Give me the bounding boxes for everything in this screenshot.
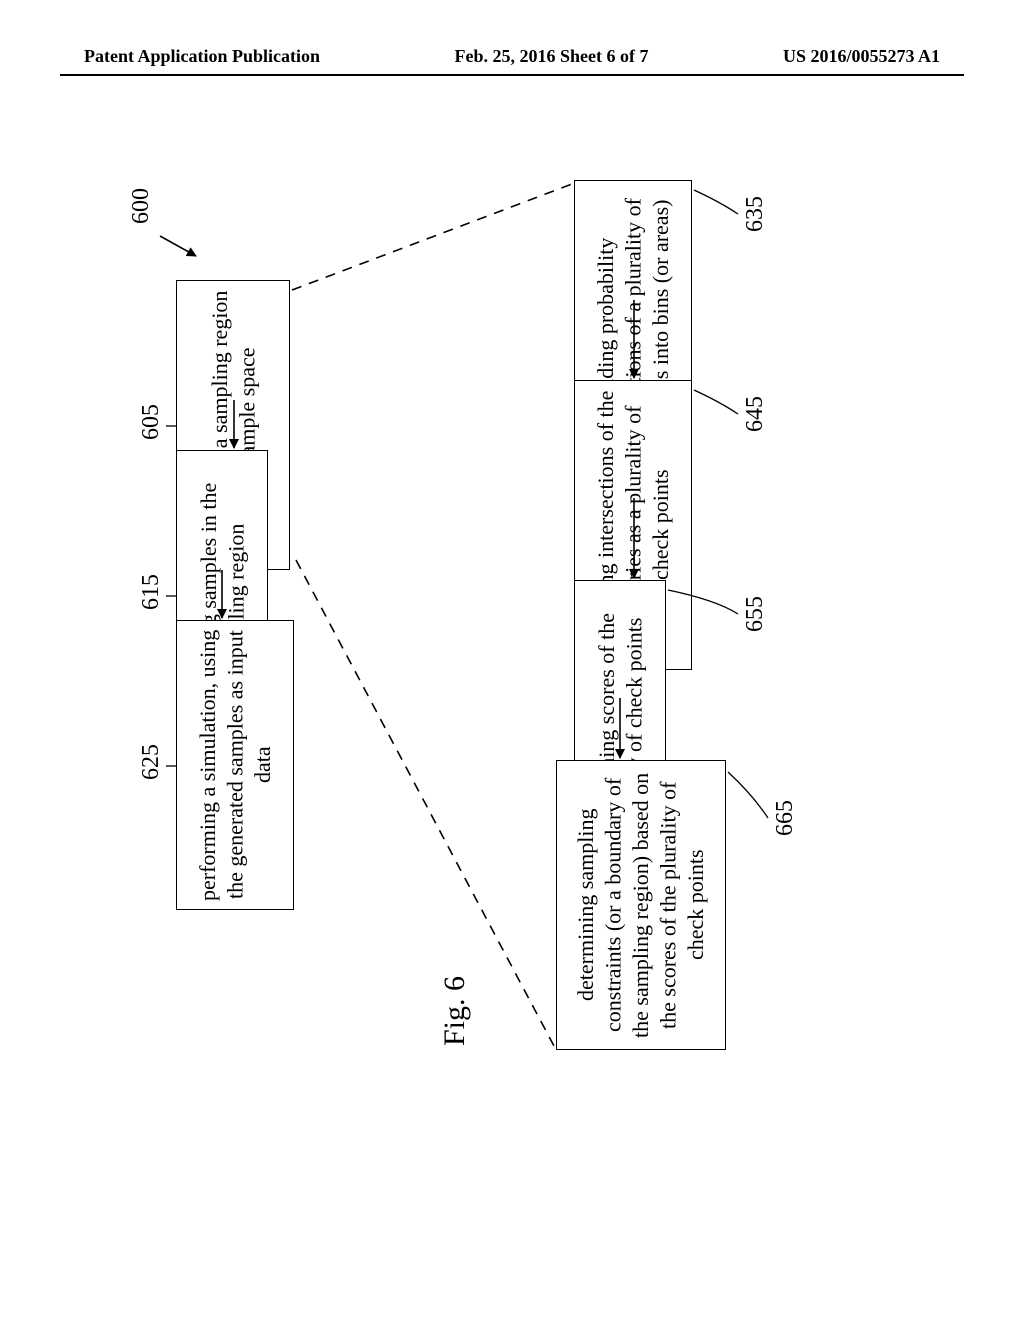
figure-label: Fig. 6 [438,976,472,1046]
ref-label-625: 625 [138,744,165,780]
ref-label-655: 655 [742,596,769,632]
header-right: US 2016/0055273 A1 [783,46,940,67]
header-center: Feb. 25, 2016 Sheet 6 of 7 [455,46,649,67]
flow-box-625: performing a simulation, using the gener… [176,620,294,910]
flow-box-625-text: performing a simulation, using the gener… [194,629,277,901]
ref-label-615: 615 [138,574,165,610]
flow-box-665: determining sampling constraints (or a b… [556,760,726,1050]
header-rule [60,74,964,76]
ref-label-665: 665 [772,800,799,836]
ref-label-605: 605 [138,404,165,440]
header-left: Patent Application Publication [84,46,320,67]
flow-box-665-text: determining sampling constraints (or a b… [572,769,710,1041]
ref-label-645: 645 [742,396,769,432]
ref-label-635: 635 [742,196,769,232]
ref-label-600: 600 [128,188,155,224]
page-header: Patent Application Publication Feb. 25, … [0,46,1024,67]
